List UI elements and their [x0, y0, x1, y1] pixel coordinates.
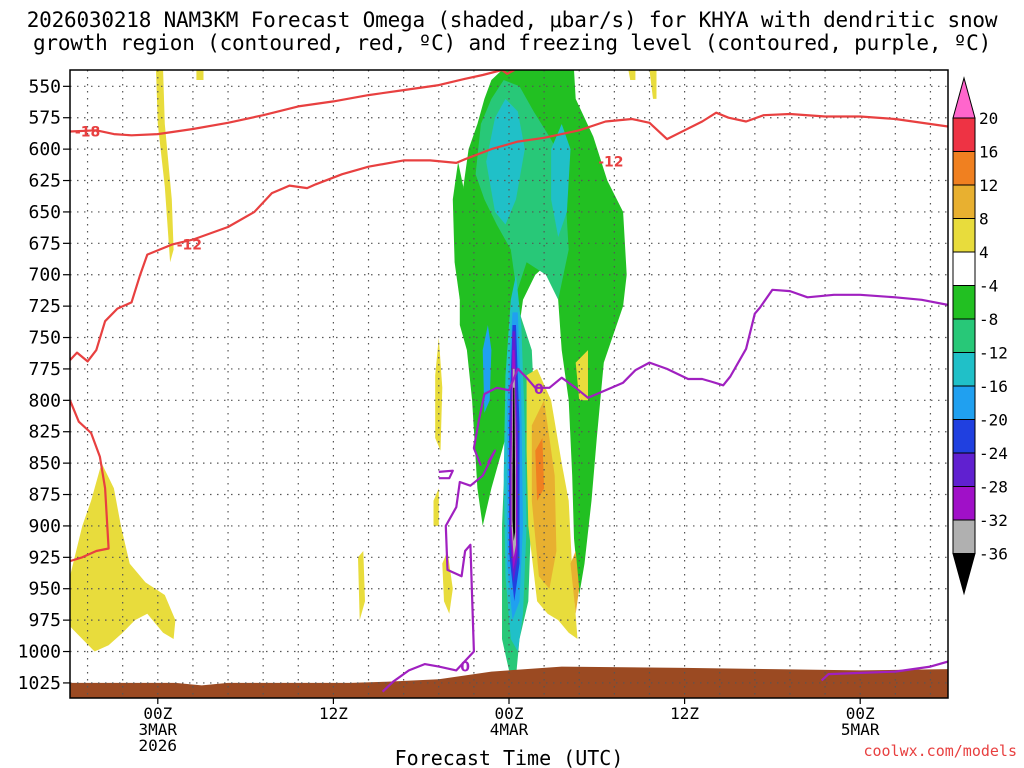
colorbar-box-3 [952, 184, 976, 219]
y-tick-label-975: 975 [28, 610, 61, 631]
y-axis: 550 575 600 625 650 675 700 725 750 775 800 825 850 8… [18, 76, 70, 694]
y-tick-label-825: 825 [28, 422, 61, 443]
y-tick-label-875: 875 [28, 485, 61, 506]
colorbar-label-3: 8 [979, 210, 989, 229]
contour-frz-0-lower [381, 449, 497, 693]
colorbar-label-9: -20 [979, 411, 1008, 430]
colorbar-box-9 [952, 385, 976, 420]
chart-title-line-1: 2026030218 NAM3KM Forecast Omega (shaded… [26, 8, 998, 32]
x-tick-label-0-2: 2026 [139, 736, 178, 755]
contour-label-dgz-m12-lower: -12 [177, 238, 202, 254]
colorbar-label-5: -4 [979, 277, 998, 296]
colorbar-box-2 [952, 151, 976, 186]
colorbar-label-12: -32 [979, 511, 1008, 530]
colorbar-label-7: -12 [979, 344, 1008, 363]
colorbar-box-10 [952, 419, 976, 454]
shade-yellow-top-right-2 [649, 70, 657, 99]
contour-label-dgz-m12-upper: -12 [598, 155, 623, 171]
x-tick-label-0-0: 00Z [143, 704, 172, 723]
colorbar-label-10: -24 [979, 444, 1008, 463]
colorbar-legend: 20 16 12 8 4 -4 -8 -12 -16 -20 -24 -28 -32 -36 [952, 76, 1008, 596]
colorbar-box-8 [952, 352, 976, 387]
contour-frz-0-main [472, 288, 948, 467]
shade-yellow-mid-left-2 [433, 488, 439, 526]
shade-yellow-right-small [575, 350, 588, 401]
shade-yellow-mid-left [435, 337, 443, 451]
colorbar-box-1 [952, 117, 976, 152]
colorbar-box-6 [952, 285, 976, 320]
x-tick-label-20-1: 4MAR [490, 720, 529, 739]
shade-yellow-lower-left [70, 463, 176, 652]
y-tick-label-900: 900 [28, 516, 61, 537]
chart-title-line-2: growth region (contoured, red, ºC) and f… [32, 31, 992, 55]
colorbar-label-4: 4 [979, 243, 989, 262]
shade-yellow-top-left-2 [196, 70, 204, 80]
shade-yellow-top-left [156, 70, 174, 263]
colorbar-box-4 [952, 218, 976, 253]
y-tick-label-575: 575 [28, 108, 61, 129]
colorbar-box-12 [952, 486, 976, 521]
y-tick-label-650: 650 [28, 202, 61, 223]
shade-yellow-tiny [358, 551, 365, 621]
credit-text: coolwx.com/models [863, 742, 1017, 760]
y-tick-label-550: 550 [28, 76, 61, 97]
x-tick-label-40-1: 5MAR [841, 720, 880, 739]
colorbar-label-11: -28 [979, 478, 1008, 497]
y-tick-label-925: 925 [28, 547, 61, 568]
shade-cyan-upper [486, 98, 525, 225]
terrain-fill [70, 666, 948, 698]
contour-dgz-m12-lower [70, 399, 110, 563]
contour-label-frz-0-upper: 0 [534, 382, 544, 398]
y-tick-label-725: 725 [28, 296, 61, 317]
contour-label-frz-0-main: 0 [460, 660, 470, 676]
y-tick-label-1025: 1025 [18, 673, 61, 694]
y-tick-label-850: 850 [28, 453, 61, 474]
colorbar-arrow-bottom [952, 553, 976, 596]
contour-label-dgz-m18: -18 [75, 125, 100, 141]
contour-dgz-m18 [70, 70, 515, 137]
colorbar-box-5 [952, 251, 976, 286]
y-tick-label-700: 700 [28, 265, 61, 286]
shade-green-left-streak [452, 161, 466, 300]
x-axis-label: Forecast Time (UTC) [395, 746, 624, 768]
y-tick-label-625: 625 [28, 171, 61, 192]
x-tick-label-0-1: 3MAR [139, 720, 178, 739]
y-tick-label-950: 950 [28, 579, 61, 600]
colorbar-box-11 [952, 452, 976, 487]
shade-gold-right-2 [570, 551, 580, 614]
colorbar-label-0: 20 [979, 109, 998, 128]
shade-yellow-top-right [628, 70, 636, 80]
terrain-layer [70, 666, 948, 698]
shade-yellow-lower-mid [442, 551, 453, 614]
contour-dgz-m12-upper [70, 111, 948, 363]
colorbar-label-8: -16 [979, 377, 1008, 396]
y-tick-label-675: 675 [28, 233, 61, 254]
x-tick-label-30-0: 12Z [670, 704, 699, 723]
omega-shading-layer [70, 70, 657, 677]
y-tick-label-750: 750 [28, 328, 61, 349]
colorbar-label-2: 12 [979, 176, 998, 195]
y-tick-label-1000: 1000 [18, 642, 61, 663]
x-tick-label-40-0: 00Z [846, 704, 875, 723]
colorbar-label-13: -36 [979, 545, 1008, 564]
y-tick-label-800: 800 [28, 390, 61, 411]
contour-frz-0-upper [438, 469, 454, 480]
colorbar-box-7 [952, 318, 976, 353]
x-tick-label-10-0: 12Z [319, 704, 348, 723]
contour-frz-0-right [820, 660, 948, 682]
colorbar-label-1: 16 [979, 143, 998, 162]
colorbar-label-6: -8 [979, 310, 998, 329]
x-tick-label-20-0: 00Z [495, 704, 524, 723]
colorbar-box-13 [952, 519, 976, 554]
shade-black-core [512, 387, 516, 541]
shade-orange-right [535, 438, 545, 501]
colorbar-arrow-top [952, 76, 976, 119]
y-tick-label-775: 775 [28, 359, 61, 380]
y-tick-label-600: 600 [28, 139, 61, 160]
contour-layer: -18 -12 -12 0 0 [70, 70, 948, 693]
